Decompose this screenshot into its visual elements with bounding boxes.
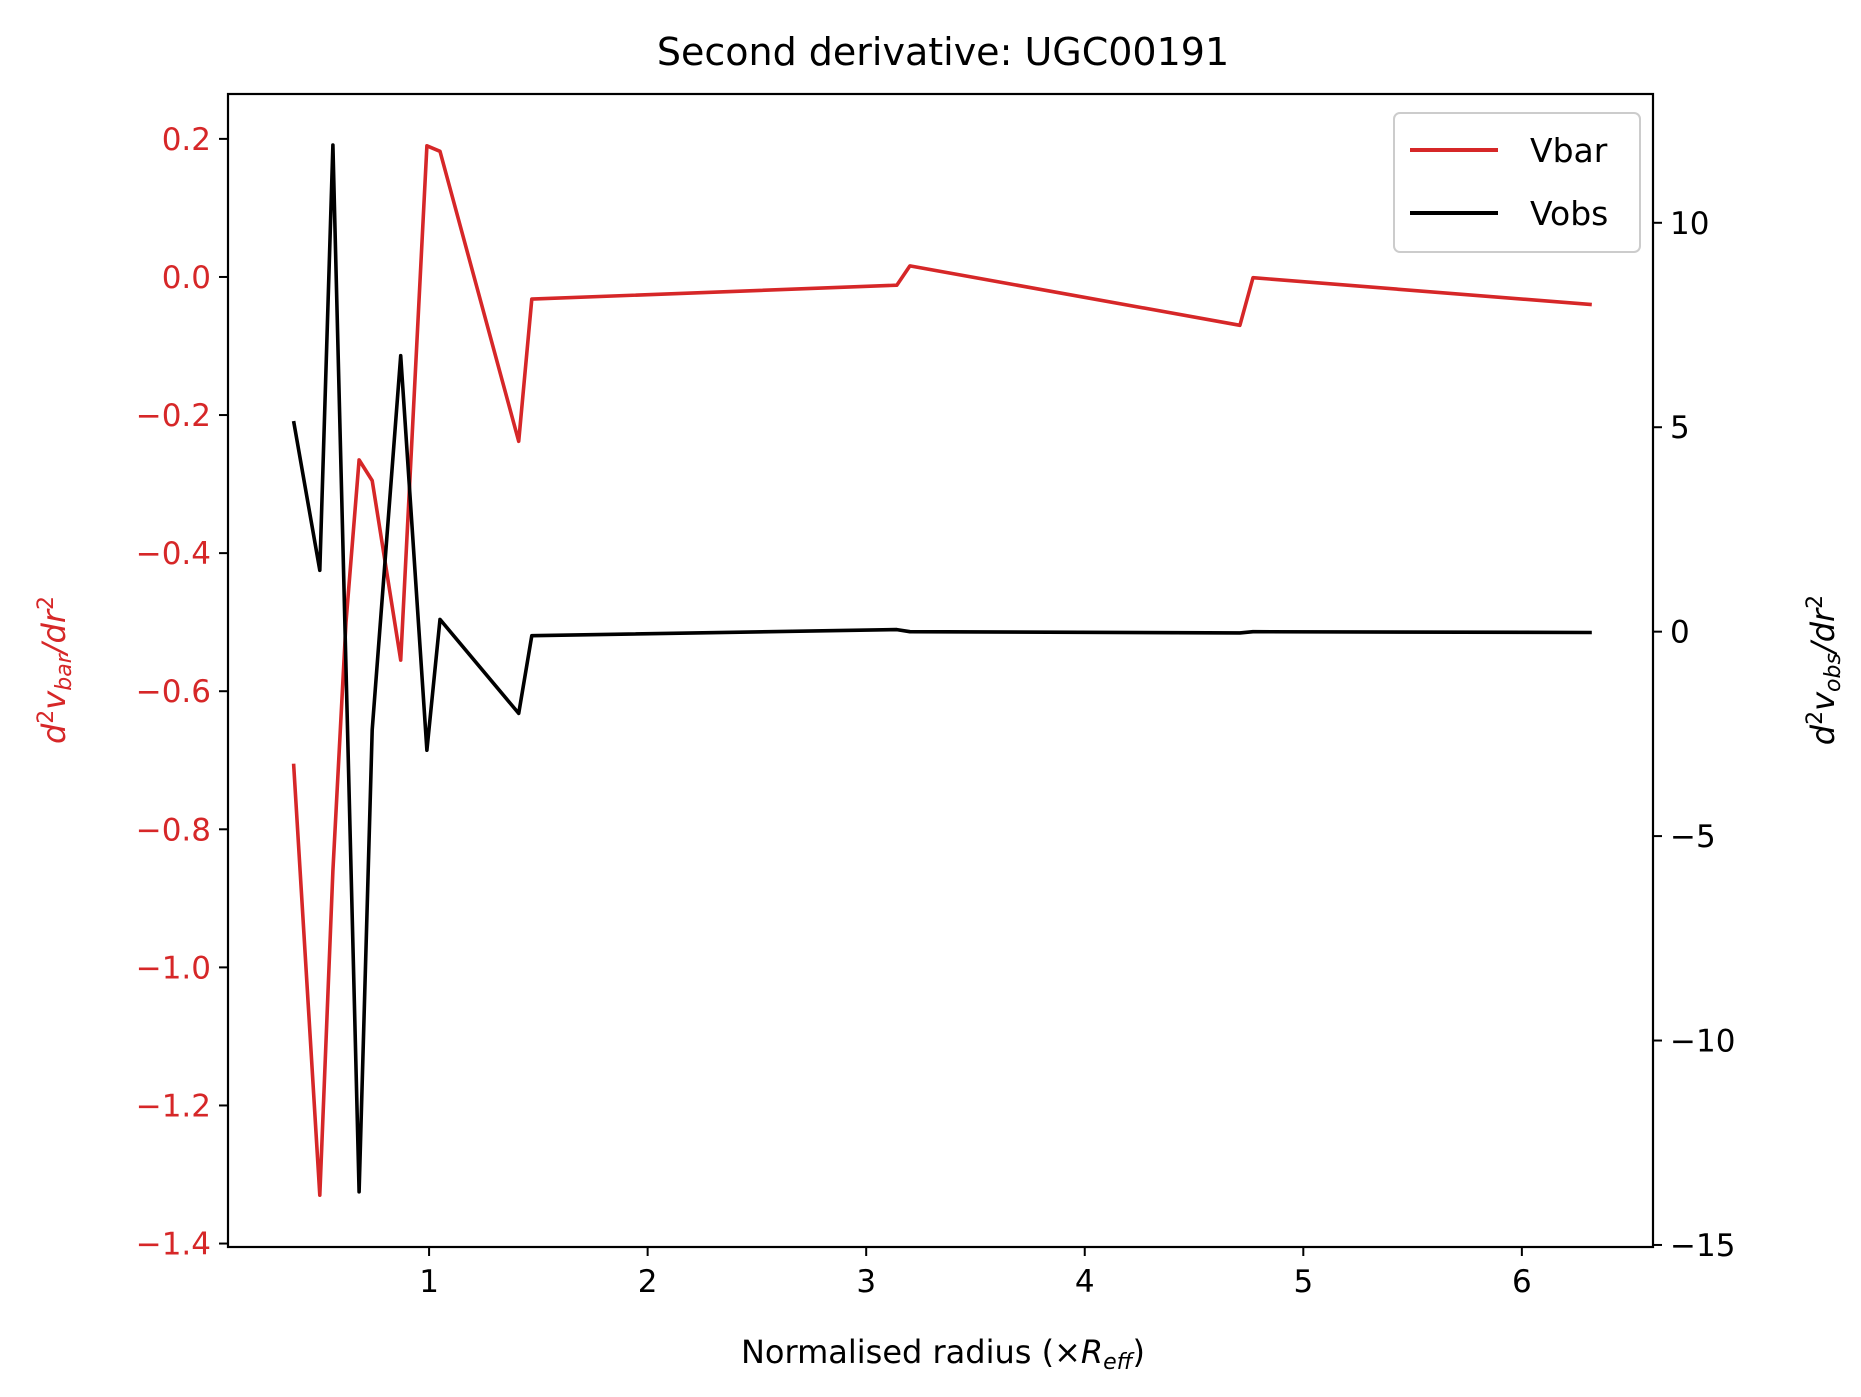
- x-tick-label: 3: [856, 1264, 876, 1300]
- x-axis: 1 2 3 4 5 6: [419, 1247, 1532, 1300]
- left-y-tick-label: −1.0: [136, 950, 211, 986]
- left-y-tick-label: 0.2: [162, 122, 211, 158]
- x-axis-label: Normalised radius (×Reff): [741, 1333, 1145, 1375]
- left-y-tick-label: −1.2: [136, 1088, 211, 1124]
- left-y-axis: 0.2 0.0 −0.2 −0.4 −0.6 −0.8 −1.0 −1.2 −1.4: [136, 122, 228, 1263]
- legend-box: [1393, 112, 1641, 253]
- legend-label-vbar: Vbar: [1530, 131, 1608, 170]
- left-y-tick-label: −1.4: [136, 1227, 211, 1263]
- right-y-tick-label: 5: [1670, 410, 1690, 446]
- left-y-tick-label: −0.6: [136, 674, 211, 710]
- right-y-tick-label: 10: [1670, 206, 1709, 242]
- legend: Vbar Vobs: [1393, 112, 1641, 253]
- x-tick-label: 5: [1293, 1264, 1313, 1300]
- series-line-vobs: [291, 143, 1592, 1194]
- x-tick-label: 6: [1512, 1264, 1532, 1300]
- left-y-tick-label: −0.2: [136, 398, 211, 434]
- right-y-tick-label: −10: [1670, 1024, 1735, 1060]
- x-tick-label: 1: [419, 1264, 439, 1300]
- plot-frame: [226, 92, 1655, 1249]
- left-y-tick-label: 0.0: [162, 260, 211, 296]
- right-y-tick-label: −15: [1670, 1228, 1735, 1264]
- right-y-tick-label: −5: [1670, 819, 1716, 855]
- left-y-tick-label: −0.8: [136, 812, 211, 848]
- legend-label-vobs: Vobs: [1530, 194, 1608, 233]
- right-y-axis: 10 5 0 −5 −10 −15: [1653, 206, 1735, 1264]
- x-tick-label: 2: [638, 1264, 658, 1300]
- left-y-tick-label: −0.4: [136, 536, 211, 572]
- chart-title: Second derivative: UGC00191: [657, 30, 1229, 74]
- left-y-axis-label: d2vbar/dr2: [34, 596, 77, 744]
- series-layer: [291, 143, 1592, 1197]
- x-tick-label: 4: [1075, 1264, 1095, 1300]
- right-y-axis-label: d2vobs/dr2: [1803, 595, 1846, 745]
- right-y-tick-label: 0: [1670, 615, 1690, 651]
- series-line-vbar: [291, 144, 1592, 1197]
